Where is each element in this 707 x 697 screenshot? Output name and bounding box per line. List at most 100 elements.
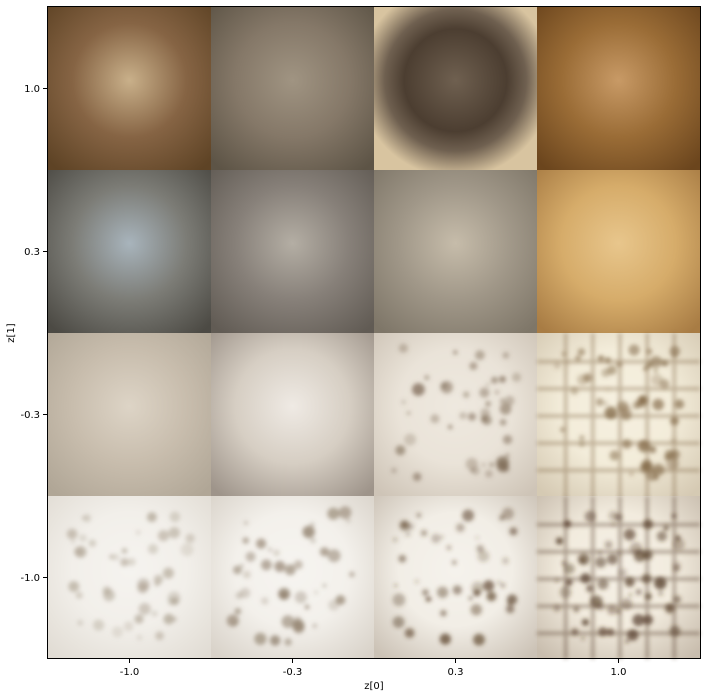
texture-speck — [327, 549, 341, 563]
texture-speck — [656, 531, 668, 542]
texture-speck — [480, 408, 491, 418]
texture-speck — [439, 633, 451, 645]
texture-speck — [136, 634, 143, 641]
texture-speck — [477, 550, 490, 562]
texture-speck — [422, 589, 429, 596]
texture-speck — [88, 539, 97, 547]
image-cell — [537, 7, 700, 170]
texture-speck — [261, 559, 272, 571]
texture-speck — [391, 467, 397, 474]
texture-speck — [392, 616, 405, 628]
texture-speck — [163, 613, 175, 625]
texture-speck — [431, 533, 441, 544]
texture-speck — [394, 584, 398, 587]
texture-speck — [123, 621, 134, 632]
texture-speck — [242, 570, 251, 579]
texture-speck — [489, 462, 494, 467]
cell-background — [537, 170, 700, 333]
texture-speck — [635, 588, 642, 596]
texture-speck — [436, 586, 449, 598]
texture-speck — [560, 427, 566, 433]
texture-speck — [673, 538, 685, 551]
texture-speck — [155, 631, 165, 641]
texture-line — [672, 333, 676, 496]
texture-speck — [609, 450, 620, 461]
cell-background — [48, 7, 211, 170]
texture-speck — [666, 457, 679, 471]
texture-speck — [402, 522, 406, 526]
texture-speck — [581, 636, 585, 641]
texture-speck — [73, 547, 84, 557]
texture-speck — [638, 395, 648, 405]
texture-speck — [244, 521, 248, 525]
texture-speck — [497, 581, 501, 584]
texture-speck — [505, 604, 515, 614]
texture-speck — [240, 563, 244, 568]
texture-speck — [103, 589, 115, 602]
texture-speck — [233, 565, 242, 575]
texture-speck — [475, 350, 485, 361]
texture-speck — [398, 343, 408, 353]
texture-speck — [483, 580, 495, 592]
texture-speck — [485, 401, 491, 407]
texture-speck — [242, 537, 249, 544]
image-cell — [211, 496, 374, 659]
texture-speck — [652, 398, 664, 411]
texture-speck — [75, 591, 83, 599]
image-cell — [211, 333, 374, 496]
texture-speck — [473, 633, 485, 646]
texture-speck — [625, 639, 629, 644]
image-cell — [374, 7, 537, 170]
texture-speck — [279, 592, 283, 597]
y-axis-label: z[1] — [6, 323, 17, 343]
texture-speck — [475, 536, 479, 540]
image-cell — [48, 7, 211, 170]
x-axis: -1.0 -0.3 0.3 1.0 — [120, 659, 627, 678]
x-tick-label: 1.0 — [611, 667, 627, 678]
texture-speck — [314, 590, 318, 594]
texture-speck — [494, 389, 500, 395]
texture-speck — [292, 619, 305, 632]
texture-speck — [504, 395, 515, 406]
texture-line — [537, 441, 700, 445]
texture-speck — [66, 528, 78, 540]
texture-speck — [601, 368, 610, 378]
texture-speck — [575, 355, 581, 362]
texture-speck — [147, 543, 159, 555]
texture-speck — [502, 434, 513, 445]
texture-speck — [463, 391, 470, 398]
texture-speck — [146, 512, 157, 523]
texture-speck — [162, 567, 174, 579]
texture-speck — [577, 348, 586, 356]
texture-speck — [620, 598, 633, 610]
texture-speck — [440, 609, 447, 617]
cell-background — [211, 7, 374, 170]
texture-line — [672, 496, 676, 659]
texture-speck — [440, 382, 448, 390]
texture-speck — [112, 553, 120, 561]
texture-speck — [127, 558, 136, 566]
image-cells — [48, 7, 700, 659]
texture-speck — [509, 527, 518, 536]
image-cell — [374, 496, 537, 659]
texture-speck — [646, 470, 657, 481]
texture-speck — [138, 602, 151, 615]
y-tick-label: 0.3 — [24, 247, 40, 258]
texture-speck — [628, 593, 632, 597]
texture-speck — [167, 591, 181, 605]
image-cell — [374, 333, 537, 496]
texture-speck — [68, 581, 80, 592]
texture-speck — [440, 535, 444, 539]
texture-speck — [499, 398, 506, 404]
texture-speck — [79, 534, 87, 542]
image-cell — [374, 170, 537, 333]
texture-speck — [70, 539, 76, 545]
texture-speck — [416, 513, 422, 518]
texture-speck — [604, 540, 613, 549]
texture-line — [537, 604, 700, 608]
texture-speck — [392, 593, 406, 607]
x-axis-label: z[0] — [364, 681, 384, 692]
texture-speck — [234, 608, 242, 615]
texture-speck — [281, 615, 295, 629]
